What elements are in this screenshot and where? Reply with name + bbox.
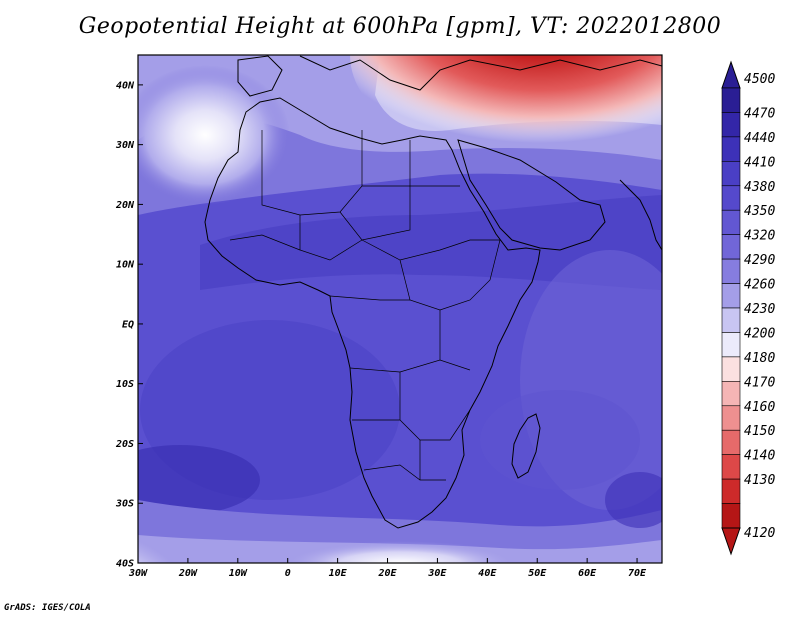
colorbar-swatch [721,161,741,187]
colorbar-label: 4500 [744,72,775,87]
colorbar-swatch [721,478,741,504]
colorbar-label: 4470 [744,106,775,121]
y-tick-label: 20N [115,200,135,211]
india-coastline [619,179,662,251]
y-tick-label: 40S [116,559,134,570]
colorbar-label: 4130 [744,473,775,488]
colorbar-swatch [721,307,741,333]
colorbar-label: 4410 [744,155,775,170]
colorbar-label: 4290 [744,253,775,268]
x-tick-label: 60E [578,568,597,579]
colorbar-label: 4170 [744,375,775,390]
colorbar-label: 4200 [744,326,775,341]
y-tick-label: 10S [116,379,134,390]
y-tick-label: 30S [115,499,134,510]
colorbar: 4500 4470 4440 4410 4380 4350 4320 4290 4260 4230… [721,60,775,556]
x-tick-label: 20W [178,568,198,579]
colorbar-label: 4350 [744,204,775,219]
y-axis: 40S 30S 20S 10S EQ 10N 20N 30N 40N [115,80,143,570]
iberia-coastline [237,55,283,97]
madagascar-coastline [511,413,541,479]
colorbar-label: 4230 [744,302,775,317]
grads-credit: GrADS: IGES/COLA [4,603,91,613]
colorbar-top-arrow [721,60,741,89]
map-title: Geopotential Height at 600hPa [gpm], VT:… [78,14,722,39]
europe-coastline [299,55,662,91]
y-tick-label: 20S [115,439,134,450]
colorbar-label: 4160 [744,400,775,415]
colorbar-swatch [721,136,741,162]
arabia-coastline [457,139,606,251]
colorbar-label: 4180 [744,351,775,366]
colorbar-swatch [721,112,741,138]
colorbar-label: 4150 [744,424,775,439]
colorbar-swatch [721,454,741,480]
colorbar-label: 4380 [744,180,775,195]
coastlines [204,55,662,529]
y-tick-label: EQ [122,319,134,330]
x-tick-label: 30W [128,568,148,579]
colorbar-swatch [721,209,741,235]
africa-coastline [204,97,541,529]
x-axis: 30W 20W 10W 0 10E 20E 30E 40E 50E 60E 70E [128,558,647,579]
colorbar-bottom-arrow [721,527,741,556]
x-tick-label: 10E [329,568,348,579]
y-tick-label: 30N [115,140,135,151]
colorbar-label: 4140 [744,449,775,464]
colorbar-swatch [721,185,741,211]
plot-frame [137,54,663,564]
x-tick-label: 70E [628,568,647,579]
x-tick-label: 20E [377,568,397,579]
colorbar-label: 4120 [744,526,775,541]
y-tick-label: 10N [116,260,135,271]
colorbar-swatch [721,503,741,529]
colorbar-label: 4440 [744,131,775,146]
x-tick-label: 40E [478,568,497,579]
colorbar-label: 4320 [744,229,775,244]
y-tick-label: 40N [116,80,135,91]
colorbar-swatch [721,356,741,382]
x-tick-label: 50E [528,568,547,579]
colorbar-swatch [721,87,741,113]
colorbar-swatch [721,234,741,260]
x-tick-label: 10W [229,568,248,579]
colorbar-swatch [721,381,741,407]
x-tick-label: 30E [427,568,447,579]
country-borders [229,130,501,481]
colorbar-swatch [721,429,741,455]
x-tick-label: 0 [285,568,291,579]
colorbar-swatch [721,283,741,309]
colorbar-swatch [721,405,741,431]
colorbar-swatch [721,258,741,284]
contour-field [138,55,662,563]
colorbar-swatch [721,332,741,358]
colorbar-label: 4260 [744,278,775,293]
